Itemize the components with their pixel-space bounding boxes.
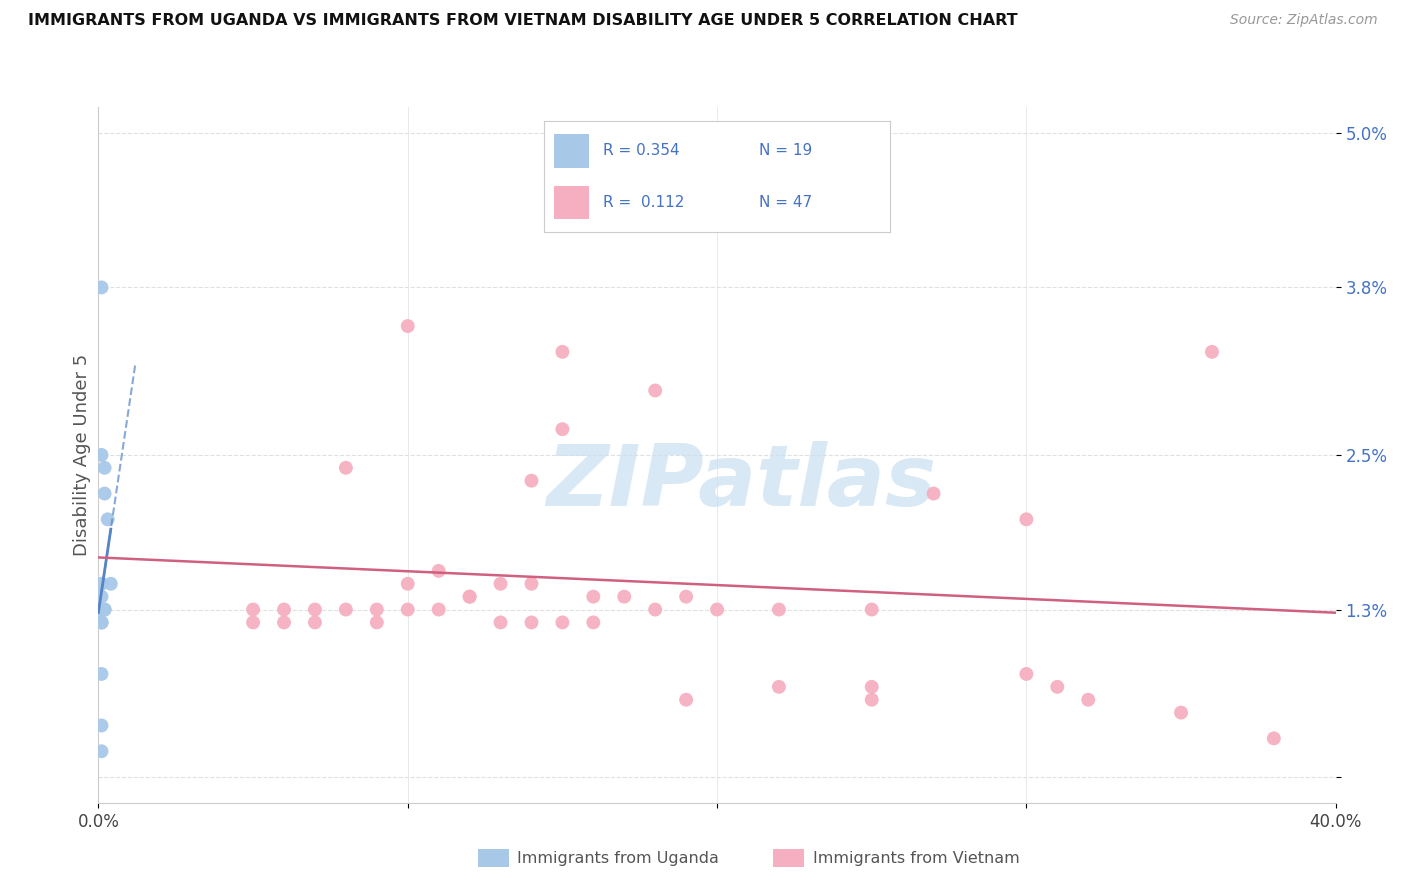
Point — [922, 486, 945, 500]
Point — [90, 576, 112, 591]
Point — [489, 576, 512, 591]
Point — [242, 602, 264, 616]
Point — [489, 615, 512, 630]
Point — [1170, 706, 1192, 720]
Point — [582, 590, 605, 604]
Point — [90, 602, 112, 616]
Point — [273, 615, 295, 630]
Point — [242, 615, 264, 630]
Point — [90, 602, 112, 616]
Point — [675, 692, 697, 706]
Text: ZIPatlas: ZIPatlas — [547, 442, 936, 524]
Point — [768, 216, 790, 230]
Point — [582, 615, 605, 630]
Point — [520, 615, 543, 630]
Point — [644, 602, 666, 616]
Point — [93, 460, 115, 475]
Point — [551, 422, 574, 436]
Point — [675, 590, 697, 604]
Y-axis label: Disability Age Under 5: Disability Age Under 5 — [73, 354, 91, 556]
Point — [90, 602, 112, 616]
Point — [613, 590, 636, 604]
Point — [93, 486, 115, 500]
Point — [90, 615, 112, 630]
Point — [100, 576, 122, 591]
Point — [427, 564, 450, 578]
Point — [366, 602, 388, 616]
Point — [458, 590, 481, 604]
Point — [93, 602, 115, 616]
Text: IMMIGRANTS FROM UGANDA VS IMMIGRANTS FROM VIETNAM DISABILITY AGE UNDER 5 CORRELA: IMMIGRANTS FROM UGANDA VS IMMIGRANTS FRO… — [28, 13, 1018, 29]
Point — [396, 602, 419, 616]
Point — [396, 319, 419, 334]
Point — [304, 615, 326, 630]
Point — [1046, 680, 1069, 694]
Point — [1015, 667, 1038, 681]
Point — [427, 602, 450, 616]
Point — [458, 590, 481, 604]
Point — [335, 460, 357, 475]
Point — [1077, 692, 1099, 706]
Point — [768, 602, 790, 616]
Point — [1015, 512, 1038, 526]
Point — [304, 602, 326, 616]
Text: Immigrants from Vietnam: Immigrants from Vietnam — [813, 851, 1019, 865]
Point — [90, 718, 112, 732]
Point — [860, 680, 883, 694]
Point — [335, 602, 357, 616]
Point — [90, 448, 112, 462]
Point — [273, 602, 295, 616]
Point — [1263, 731, 1285, 746]
Point — [90, 667, 112, 681]
Point — [706, 602, 728, 616]
Point — [90, 744, 112, 758]
Point — [93, 602, 115, 616]
Point — [551, 344, 574, 359]
Text: Source: ZipAtlas.com: Source: ZipAtlas.com — [1230, 13, 1378, 28]
Point — [520, 576, 543, 591]
Point — [644, 384, 666, 398]
Point — [90, 615, 112, 630]
Point — [90, 590, 112, 604]
Point — [97, 512, 120, 526]
Point — [860, 602, 883, 616]
Text: Immigrants from Uganda: Immigrants from Uganda — [517, 851, 720, 865]
Point — [860, 692, 883, 706]
Point — [366, 615, 388, 630]
Point — [520, 474, 543, 488]
Point — [90, 615, 112, 630]
Point — [396, 576, 419, 591]
Point — [768, 680, 790, 694]
Point — [90, 280, 112, 294]
Point — [1201, 344, 1223, 359]
Point — [551, 615, 574, 630]
